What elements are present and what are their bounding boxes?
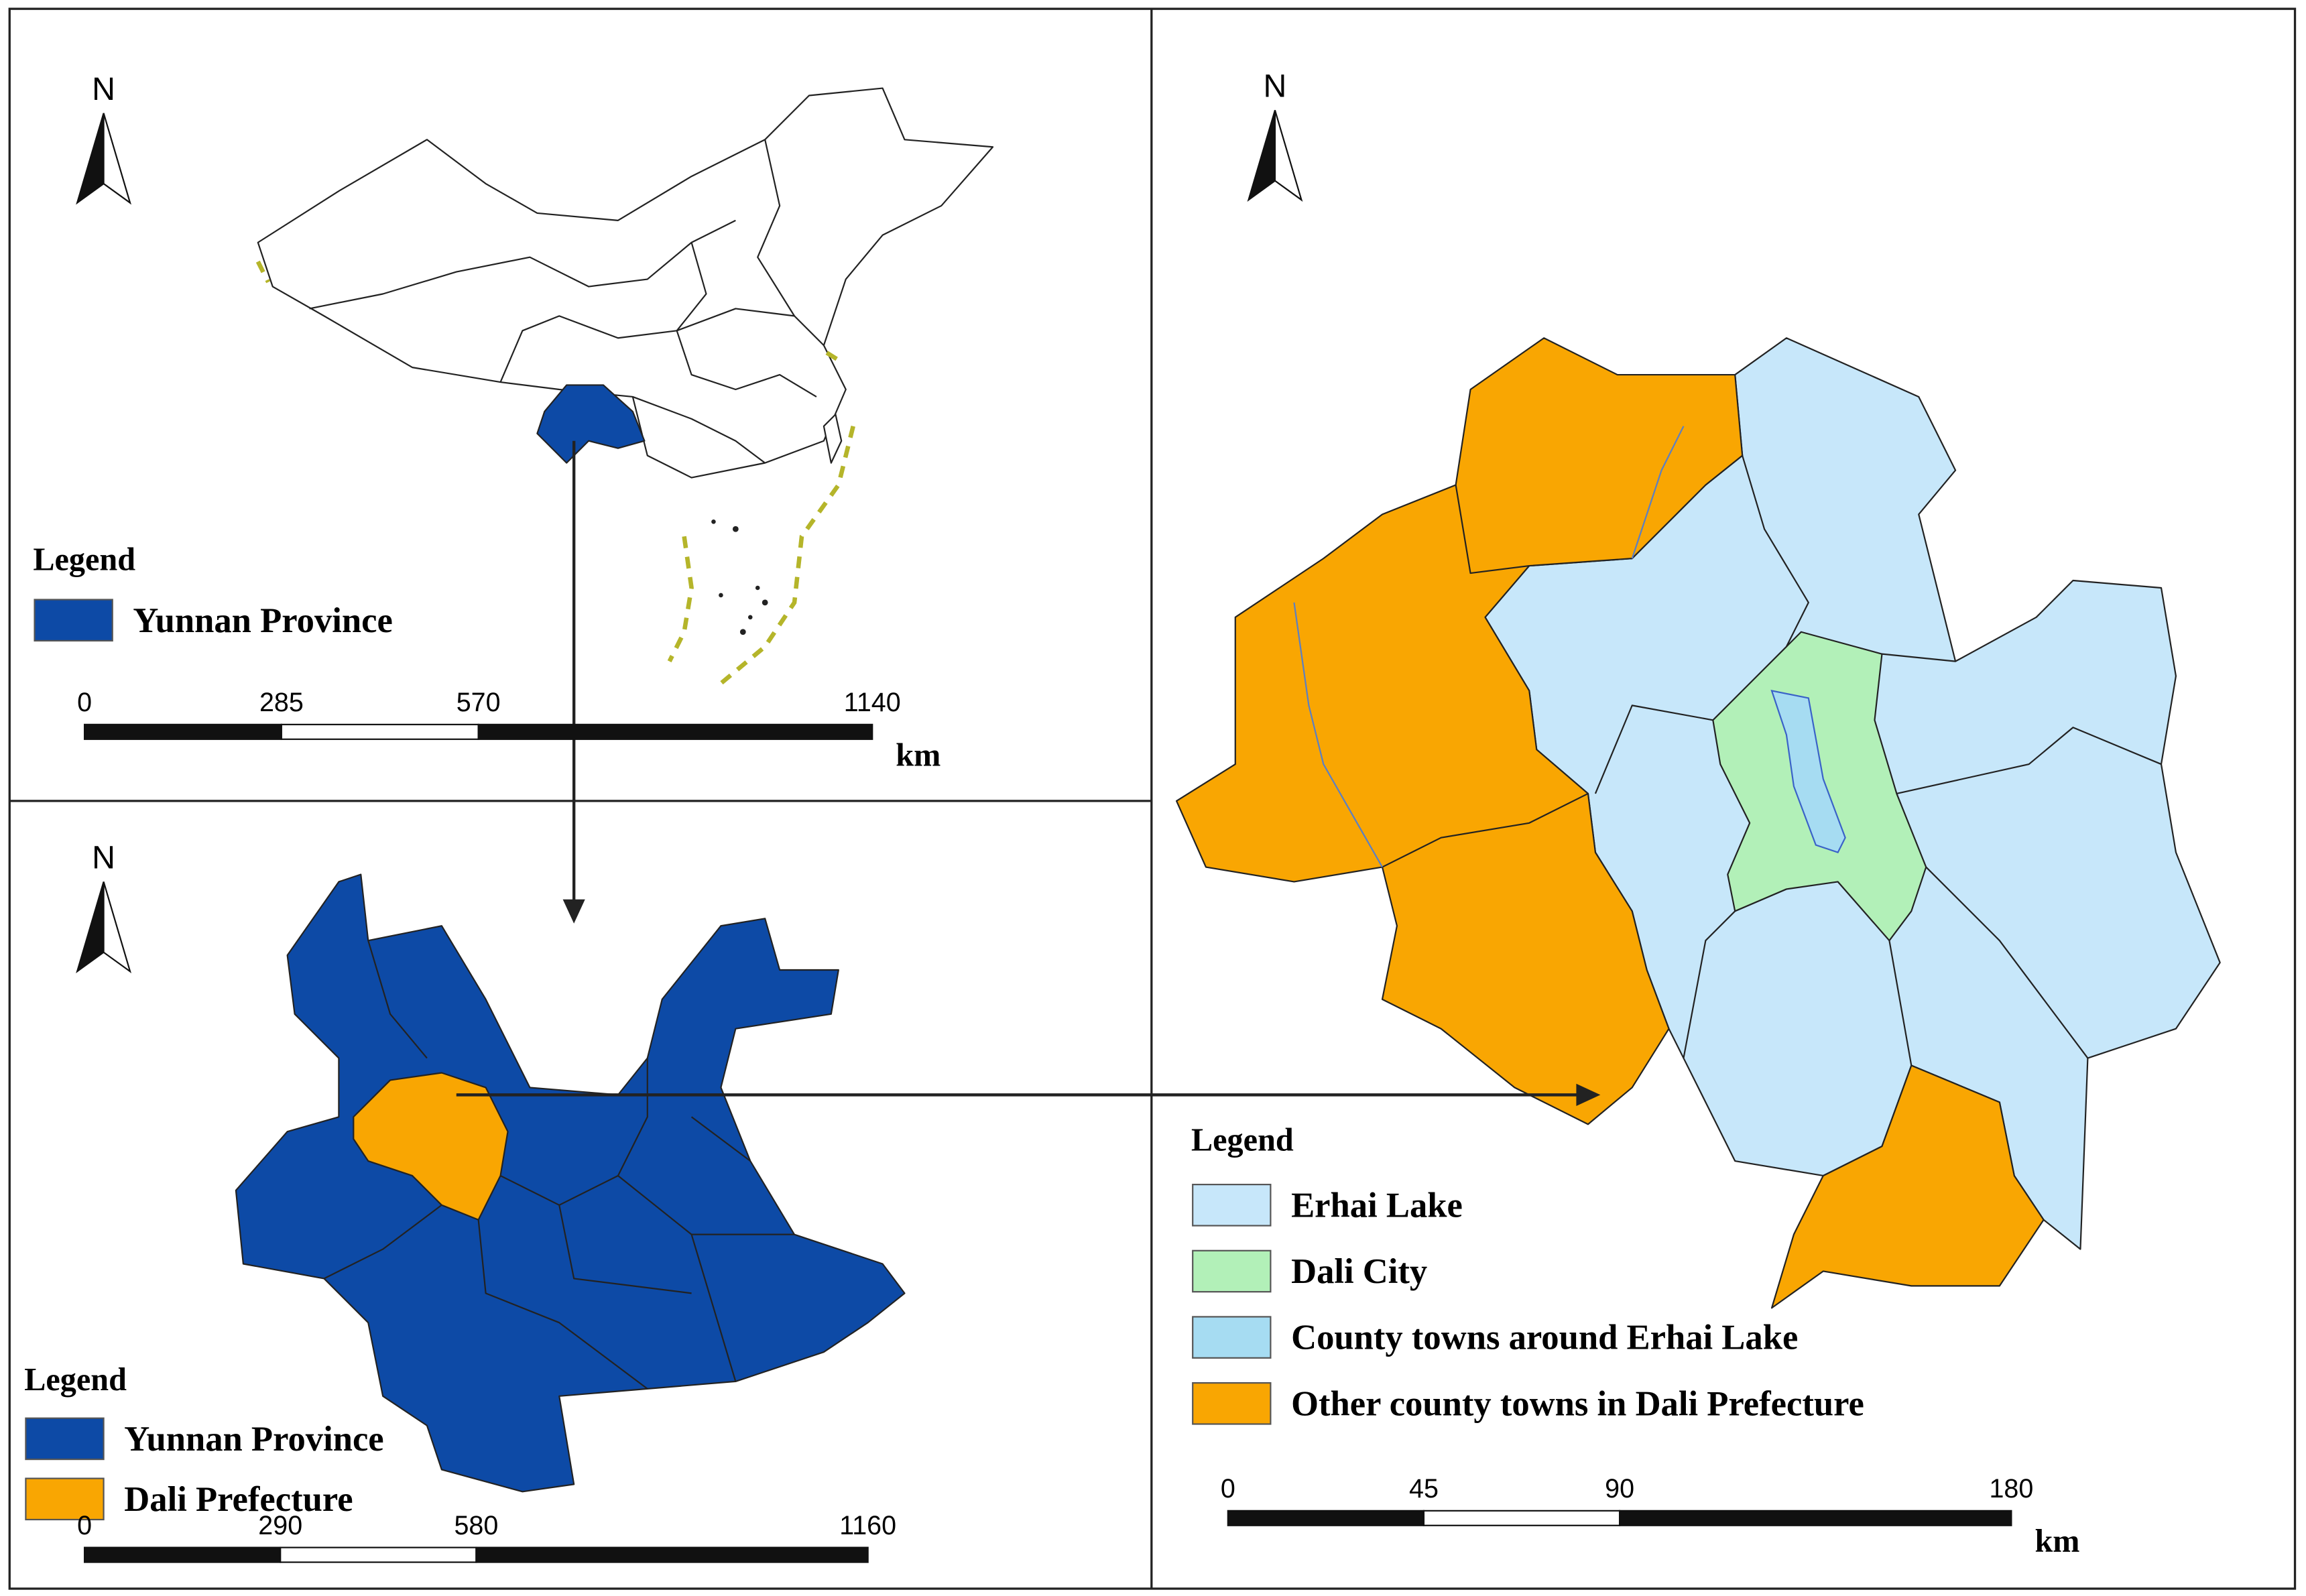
scale-label: 1140 bbox=[844, 688, 901, 717]
legend-label: Other county towns in Dali Prefecture bbox=[1291, 1384, 1864, 1423]
arrows bbox=[456, 440, 1601, 1106]
north-arrow bbox=[1247, 110, 1276, 202]
china-map bbox=[255, 87, 994, 686]
north-label: N bbox=[92, 840, 115, 876]
north-arrow bbox=[1274, 110, 1303, 202]
scale-segment bbox=[1227, 1510, 1425, 1526]
scale-label: 0 bbox=[1221, 1474, 1235, 1503]
legend-swatch bbox=[34, 599, 113, 642]
scale-label: 580 bbox=[454, 1511, 498, 1540]
scale-label: 45 bbox=[1409, 1474, 1439, 1503]
dali-map bbox=[1175, 337, 2221, 1309]
scale-unit: km bbox=[896, 737, 940, 773]
legend-label: County towns around Erhai Lake bbox=[1291, 1318, 1798, 1357]
legend-swatch bbox=[1192, 1184, 1272, 1227]
legend-label: Dali Prefecture bbox=[124, 1480, 353, 1519]
scale-label: 0 bbox=[77, 688, 92, 717]
legend-label: Dali City bbox=[1291, 1252, 1427, 1291]
legend-label: Yunnan Province bbox=[133, 601, 392, 640]
legend-label: Yunnan Province bbox=[124, 1420, 383, 1459]
scale-segment bbox=[1619, 1510, 2012, 1526]
scale-unit: km bbox=[2035, 1524, 2079, 1559]
scale-segment bbox=[83, 1546, 282, 1563]
scale-segment bbox=[477, 723, 873, 740]
scale-label: 180 bbox=[1989, 1474, 2033, 1503]
legend-title: Legend bbox=[1191, 1123, 1294, 1158]
legend-swatch bbox=[1192, 1316, 1272, 1359]
scale-label: 0 bbox=[77, 1511, 92, 1540]
legend-swatch bbox=[1192, 1382, 1272, 1425]
north-label: N bbox=[1264, 68, 1287, 105]
north-arrow bbox=[103, 881, 132, 973]
scale-label: 90 bbox=[1605, 1474, 1634, 1503]
scale-segment bbox=[280, 723, 479, 740]
north-arrow bbox=[76, 881, 105, 973]
scale-label: 285 bbox=[259, 688, 304, 717]
scale-label: 1160 bbox=[839, 1511, 896, 1540]
scale-segment bbox=[475, 1546, 869, 1563]
legend-swatch bbox=[1192, 1249, 1272, 1293]
legend-title: Legend bbox=[24, 1362, 127, 1398]
scale-segment bbox=[1422, 1510, 1621, 1526]
scale-segment bbox=[280, 1546, 477, 1563]
legend-swatch bbox=[25, 1477, 105, 1521]
scale-label: 290 bbox=[258, 1511, 302, 1540]
legend-label: Erhai Lake bbox=[1291, 1186, 1463, 1225]
legend-title: Legend bbox=[33, 542, 135, 578]
north-arrow bbox=[103, 113, 132, 205]
scale-segment bbox=[83, 723, 282, 740]
legend-swatch bbox=[25, 1417, 105, 1461]
north-label: N bbox=[92, 71, 115, 107]
yunnan-map bbox=[235, 873, 906, 1493]
scale-label: 570 bbox=[457, 688, 501, 717]
north-arrow bbox=[76, 113, 105, 205]
